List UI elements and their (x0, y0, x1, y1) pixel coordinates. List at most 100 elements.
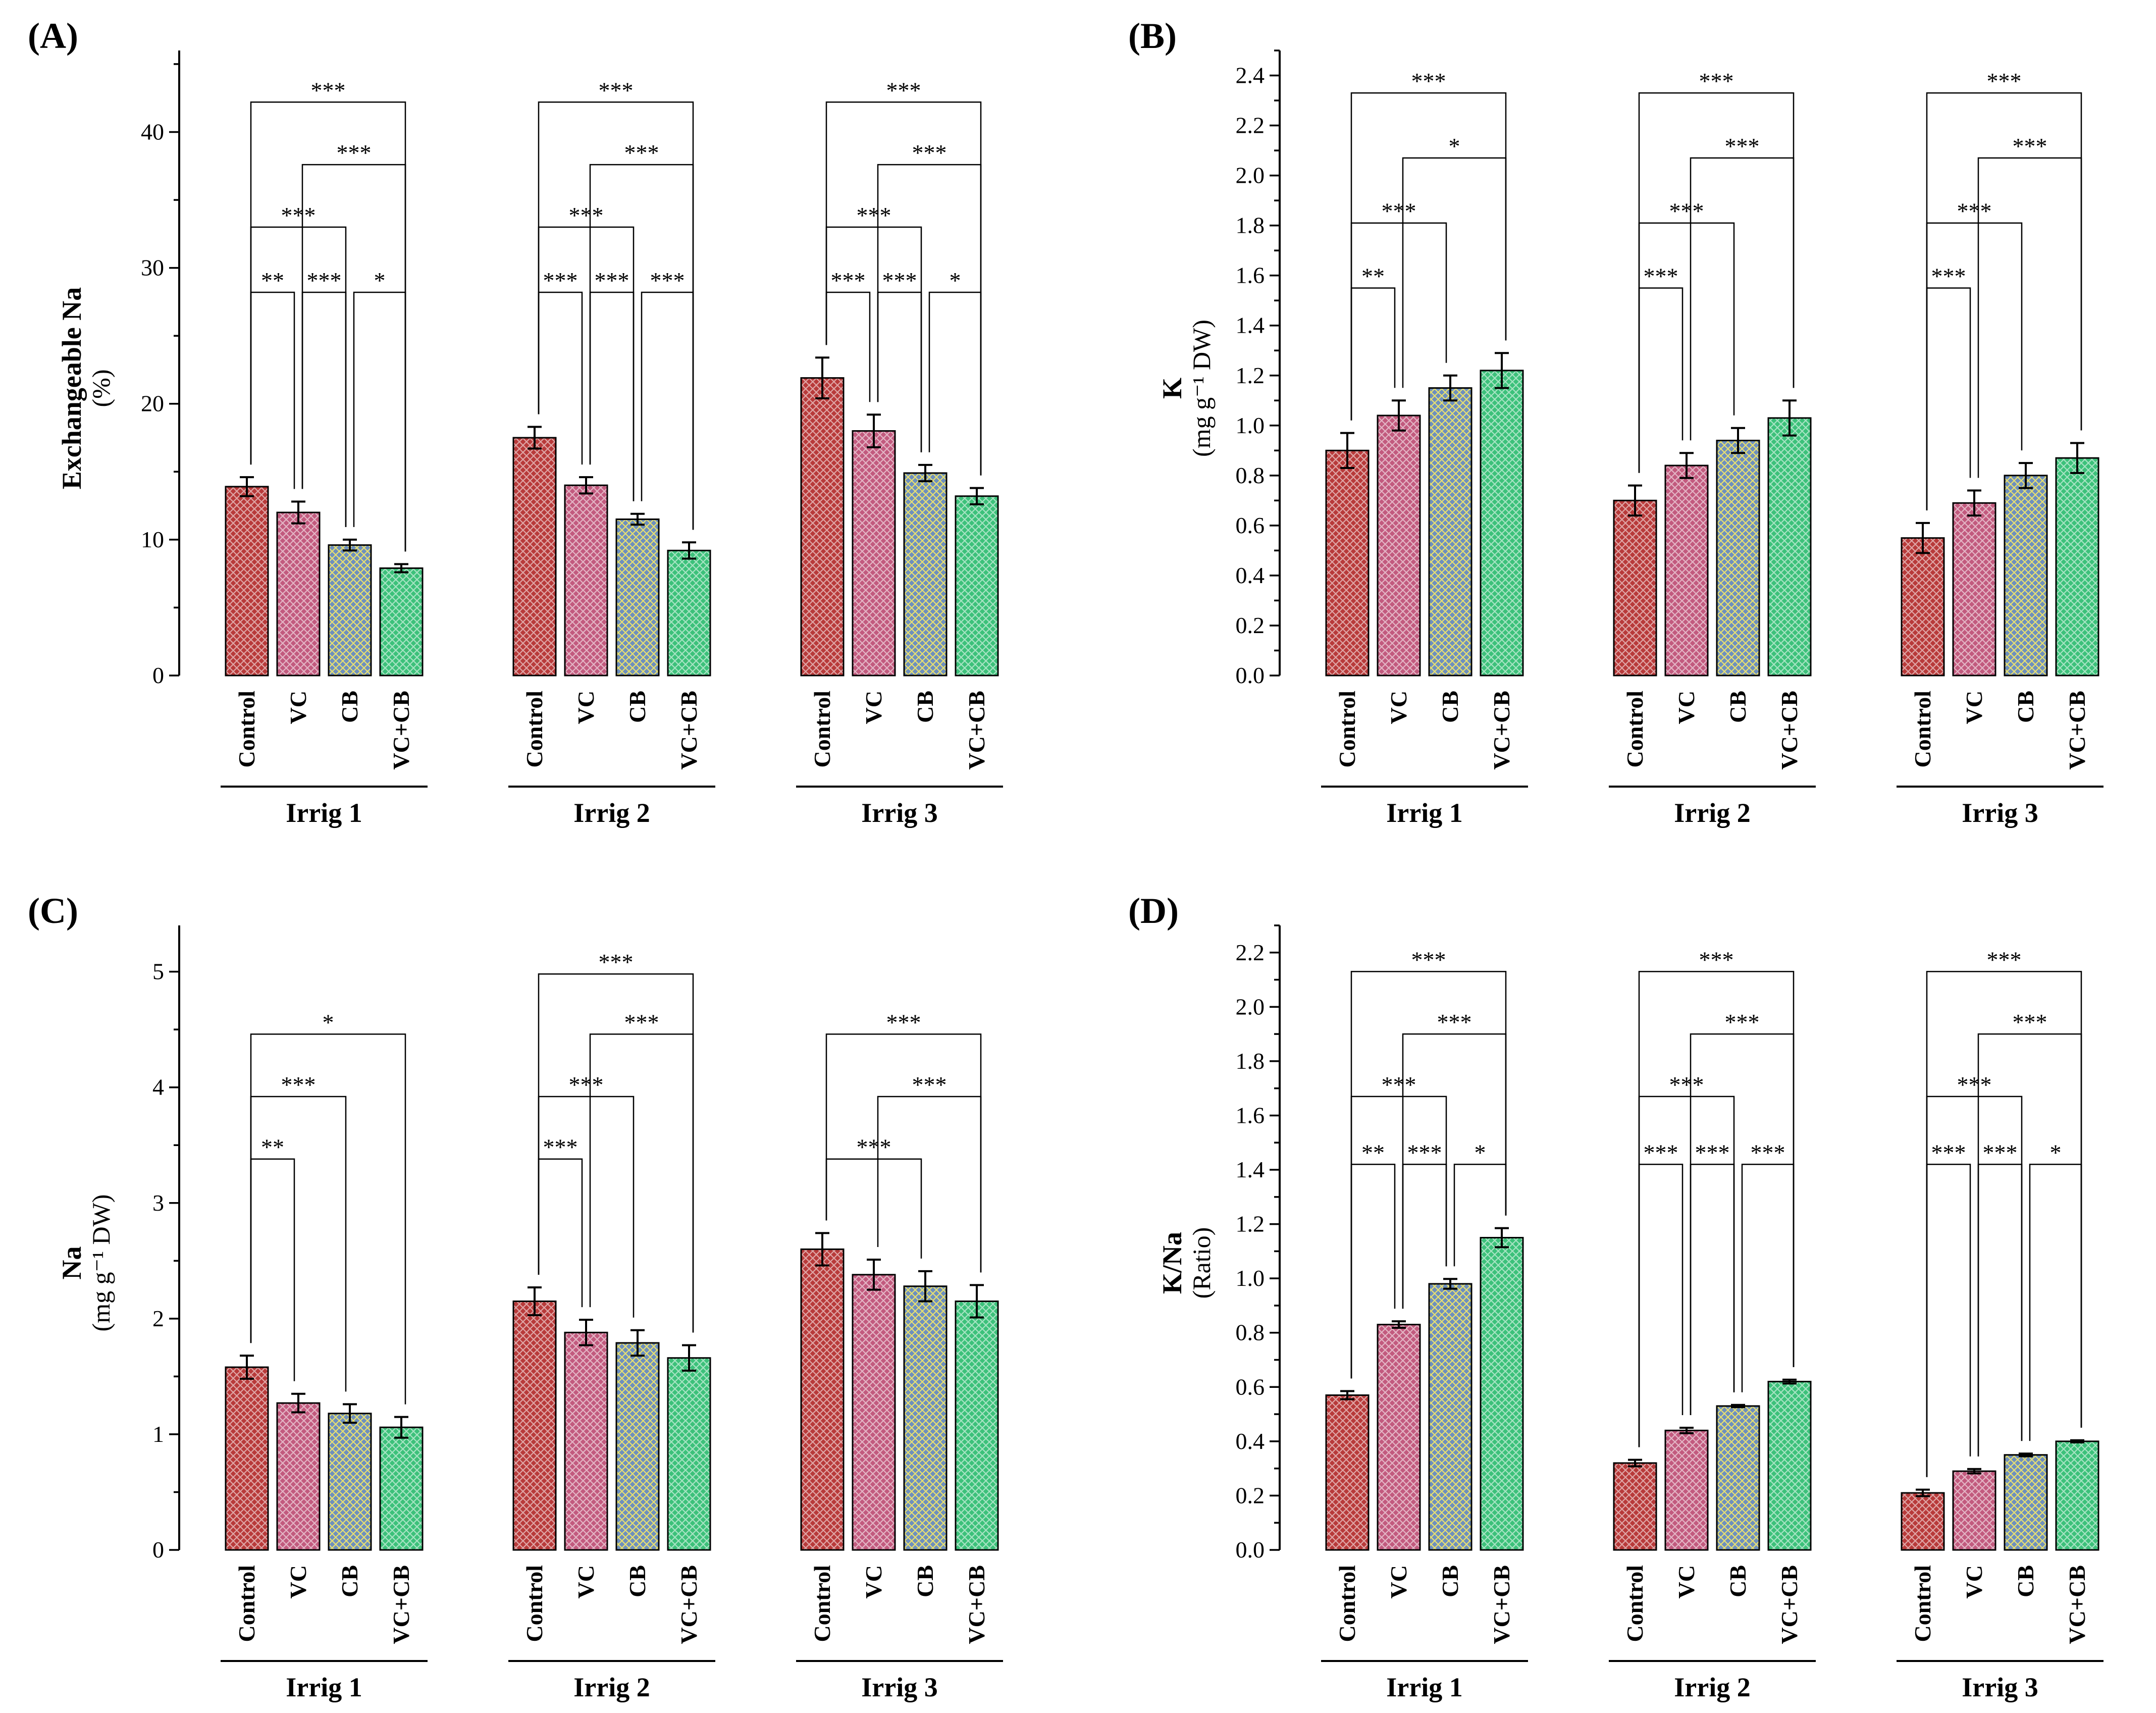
panel-b-significance-label: * (1449, 133, 1460, 159)
panel-a-significance-label: * (950, 268, 961, 293)
panel-b-category-label: Control (1910, 691, 1935, 768)
panel-c-y-tick-label: 2 (152, 1306, 164, 1331)
panel-b-bar (1480, 370, 1524, 677)
panel-c-significance-label: *** (624, 1009, 659, 1035)
panel-d-y-tick-label: 2.2 (1236, 940, 1265, 965)
panel-a-significance-label: *** (337, 140, 372, 166)
panel-b-significance-label: ** (1361, 263, 1385, 289)
panel-a-significance-label: *** (281, 202, 316, 228)
panel-c-error-bar (240, 1355, 254, 1380)
panel-c-category-label: Control (234, 1565, 259, 1642)
panel-b-significance-bracket (1350, 287, 1396, 421)
panel-c-bar (852, 1274, 896, 1551)
panel-d-significance-bracket (1638, 971, 1795, 1447)
panel-a-significance-label: * (374, 268, 386, 293)
panel-a-category-label: VC+CB (676, 691, 702, 770)
panel-b-y-title: K (1157, 378, 1187, 399)
panel-d-category-label: CB (2013, 1565, 2038, 1597)
panel-d-y-title: K/Na (1157, 1232, 1187, 1294)
panel-b-y-tick-label: 1.0 (1236, 412, 1265, 438)
panel-a-bar (800, 377, 845, 677)
panel-d-significance-label: *** (1437, 1009, 1472, 1035)
panel-d-significance-bracket (1638, 1164, 1684, 1447)
panel-c-error-bar (343, 1403, 357, 1424)
panel-d-group-label: Irrig 2 (1674, 1672, 1750, 1702)
panel-d-significance-bracket (1977, 1164, 2023, 1457)
panel-a-bar (955, 495, 999, 677)
panel-c-error-bar (579, 1319, 593, 1346)
panel-d-significance-bracket (1402, 1164, 1447, 1309)
panel-a-category-label: VC+CB (388, 691, 414, 770)
panel-d-category-label: Control (1622, 1565, 1648, 1642)
panel-d-significance-label: ** (1361, 1139, 1385, 1165)
panel-a-error-bar (970, 487, 984, 505)
panel-a-group-label: Irrig 3 (861, 798, 937, 828)
panel-b-significance-label: *** (1957, 198, 1992, 224)
panel-c-significance-label: *** (543, 1134, 578, 1160)
panel-b-bar (2055, 457, 2099, 677)
panel-a-error-bar (867, 413, 881, 448)
panel-b-bar (1901, 537, 1945, 677)
panel-d-significance-label: *** (1695, 1139, 1730, 1165)
panel-d-y-tick-label: 0.6 (1236, 1374, 1265, 1399)
panel-b-y-tick-label: 1.2 (1236, 362, 1265, 388)
panel-a-significance-bracket (250, 291, 295, 489)
panel-c-significance-label: *** (857, 1134, 891, 1160)
panel-a-y-tick-label: 10 (141, 527, 164, 552)
panel-c-error-bar (867, 1259, 881, 1291)
panel-a-category-label: VC (861, 691, 886, 724)
panel-b-y-unit: (mg g⁻¹ DW) (1187, 320, 1216, 457)
panel-c-y-unit: (mg g⁻¹ DW) (87, 1195, 115, 1332)
panel-d-y-tick-label: 1.8 (1236, 1048, 1265, 1074)
panel-b-significance-bracket (1926, 287, 1971, 510)
panel-d-significance-label: *** (1957, 1072, 1992, 1098)
panel-b-category-label: VC (1961, 691, 1987, 724)
panel-a-significance-label: *** (543, 268, 578, 293)
panel-d-significance-label: *** (1669, 1072, 1704, 1098)
panel-d-error-bar (1967, 1468, 1981, 1475)
panel-d-y-tick-label: 1.6 (1236, 1102, 1265, 1128)
panel-d-category-label: VC (1961, 1565, 1987, 1598)
panel-a-significance-label: ** (261, 268, 284, 293)
panel-d-significance-bracket (1926, 1164, 1971, 1477)
panel-c-category-label: VC+CB (964, 1565, 989, 1644)
panel-a-significance-bracket (641, 291, 694, 530)
panel-b-y-tick-label: 0.6 (1236, 512, 1265, 538)
panel-c-bar (276, 1402, 321, 1551)
panel-b-significance-bracket (1638, 222, 1735, 473)
panel-a-bar (564, 484, 608, 677)
panel-c-error-bar (291, 1392, 305, 1414)
panel-a-category-label: VC+CB (964, 691, 989, 770)
panel-a-y-tick-label: 20 (141, 391, 164, 417)
panel-d-y-tick-label: 1.4 (1236, 1157, 1265, 1182)
panel-a-label: (A) (28, 16, 78, 56)
panel-a-significance-bracket (250, 101, 406, 552)
panel-b-group-label: Irrig 2 (1674, 798, 1750, 828)
panel-d-significance-label: * (1475, 1139, 1486, 1165)
panel-b-error-bar (1967, 489, 1981, 517)
panel-c-bar (615, 1342, 660, 1551)
panel-c-y-tick-label: 5 (152, 959, 164, 984)
panel-c-category-label: VC+CB (388, 1565, 414, 1644)
panel-b-error-bar (1782, 399, 1797, 437)
panel-d-error-bar (1443, 1278, 1457, 1290)
panel-b-y-tick-label: 1.8 (1236, 213, 1265, 238)
panel-d-category-label: Control (1910, 1565, 1935, 1642)
panel-d-bar (2004, 1454, 2048, 1551)
panel-a-significance-label: *** (650, 268, 685, 293)
panel-a-bar (225, 486, 269, 677)
panel-b-y-tick-label: 0.2 (1236, 612, 1265, 638)
panel-c-category-label: CB (624, 1565, 650, 1597)
panel-c-bar (379, 1426, 424, 1551)
panel-a-category-label: CB (337, 691, 362, 723)
panel-a-significance-label: *** (886, 77, 921, 103)
panel-b-significance-label: *** (1411, 68, 1446, 94)
panel-b-category-label: VC+CB (1489, 691, 1514, 770)
panel-a-error-bar (394, 563, 408, 574)
panel-d-error-bar (2070, 1439, 2084, 1444)
panel-d-significance-bracket (2029, 1164, 2082, 1441)
panel-c-significance-label: *** (912, 1072, 947, 1098)
panel-d-group-label: Irrig 1 (1386, 1672, 1462, 1702)
panel-d-bar (1664, 1429, 1709, 1551)
panel-c-bar (800, 1248, 845, 1551)
